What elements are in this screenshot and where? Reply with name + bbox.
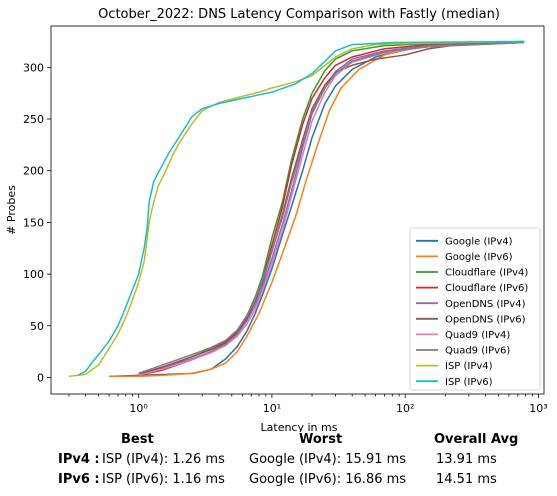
series-line-quad9-ipv6 — [138, 41, 525, 375]
series-line-opendns-ipv6 — [138, 41, 525, 376]
x-axis-label: Latency in ms — [261, 421, 338, 432]
latency-chart: October_2022: DNS Latency Comparison wit… — [5, 7, 548, 432]
series-line-opendns-ipv4 — [138, 41, 525, 376]
summary-header-best: Best — [121, 432, 154, 447]
summary-header-avg: Overall Avg — [434, 432, 519, 447]
legend-label: OpenDNS (IPv6) — [445, 314, 526, 325]
summary-avg-ipv4: 13.91 ms — [436, 452, 497, 467]
series-line-quad9-ipv4 — [138, 41, 525, 377]
summary-best-ipv4: ISP (IPv4): 1.26 ms — [102, 452, 225, 467]
legend-label: Google (IPv4) — [445, 236, 513, 247]
y-tick-label: 100 — [23, 268, 44, 281]
y-tick-label: 300 — [23, 61, 44, 74]
y-tick-label: 250 — [23, 113, 44, 126]
series-line-cloudflare-ipv4 — [138, 40, 525, 377]
y-tick-label: 150 — [23, 216, 44, 229]
series-line-isp-ipv4 — [68, 40, 525, 378]
summary-row-label-ipv6: IPv6 : — [58, 472, 100, 487]
summary-worst-ipv4: Google (IPv4): 15.91 ms — [249, 452, 407, 467]
series-line-isp-ipv6 — [77, 40, 525, 377]
legend-label: ISP (IPv6) — [445, 377, 493, 388]
legend-label: Cloudflare (IPv6) — [445, 283, 528, 294]
legend-label: Cloudflare (IPv4) — [445, 268, 528, 279]
x-tick-label: 10³ — [529, 402, 547, 415]
x-tick-label: 10⁰ — [129, 402, 148, 415]
plot-frame — [50, 25, 545, 395]
legend-label: ISP (IPv4) — [445, 361, 493, 372]
summary-header-worst: Worst — [299, 432, 343, 447]
summary-worst-ipv6: Google (IPv6): 16.86 ms — [249, 472, 407, 487]
y-axis-label: # Probes — [5, 185, 18, 235]
summary-row-label-ipv4: IPv4 : — [58, 452, 100, 467]
summary-best-ipv6: ISP (IPv6): 1.16 ms — [102, 472, 225, 487]
x-tick-label: 10² — [396, 402, 414, 415]
legend-label: Quad9 (IPv4) — [445, 330, 510, 341]
summary-avg-ipv6: 14.51 ms — [436, 472, 497, 487]
plot-area: 10⁰ 10¹ 10² 10³ 0 50 100 150 200 250 300 Google (IP… — [23, 25, 548, 415]
y-tick-label: 50 — [30, 320, 44, 333]
legend-label: OpenDNS (IPv4) — [445, 299, 526, 310]
legend-label: Google (IPv6) — [445, 252, 513, 263]
legend-box — [409, 227, 541, 391]
y-tick-label: 0 — [37, 371, 44, 384]
y-tick-label: 200 — [23, 165, 44, 178]
legend-label: Quad9 (IPv6) — [445, 346, 510, 357]
x-tick-label: 10¹ — [263, 402, 281, 415]
chart-title: October_2022: DNS Latency Comparison wit… — [98, 7, 500, 22]
